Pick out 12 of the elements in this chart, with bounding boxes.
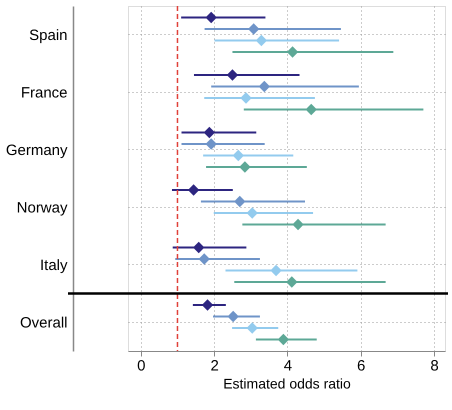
x-tick-label: 4	[284, 358, 292, 374]
x-tick-label: 6	[357, 358, 366, 374]
y-tick-label: Germany	[6, 142, 68, 159]
y-tick-label: France	[20, 84, 68, 102]
y-tick-label: Spain	[29, 26, 68, 44]
y-tick-label: Overall	[20, 314, 68, 332]
x-tick-label: 8	[430, 358, 439, 374]
x-tick-label: 0	[137, 358, 146, 374]
x-tick-label: 2	[210, 358, 219, 374]
y-tick-label: Norway	[16, 199, 68, 216]
y-tick-label: Italy	[40, 256, 68, 274]
x-axis-title: Estimated odds ratio	[223, 376, 352, 392]
